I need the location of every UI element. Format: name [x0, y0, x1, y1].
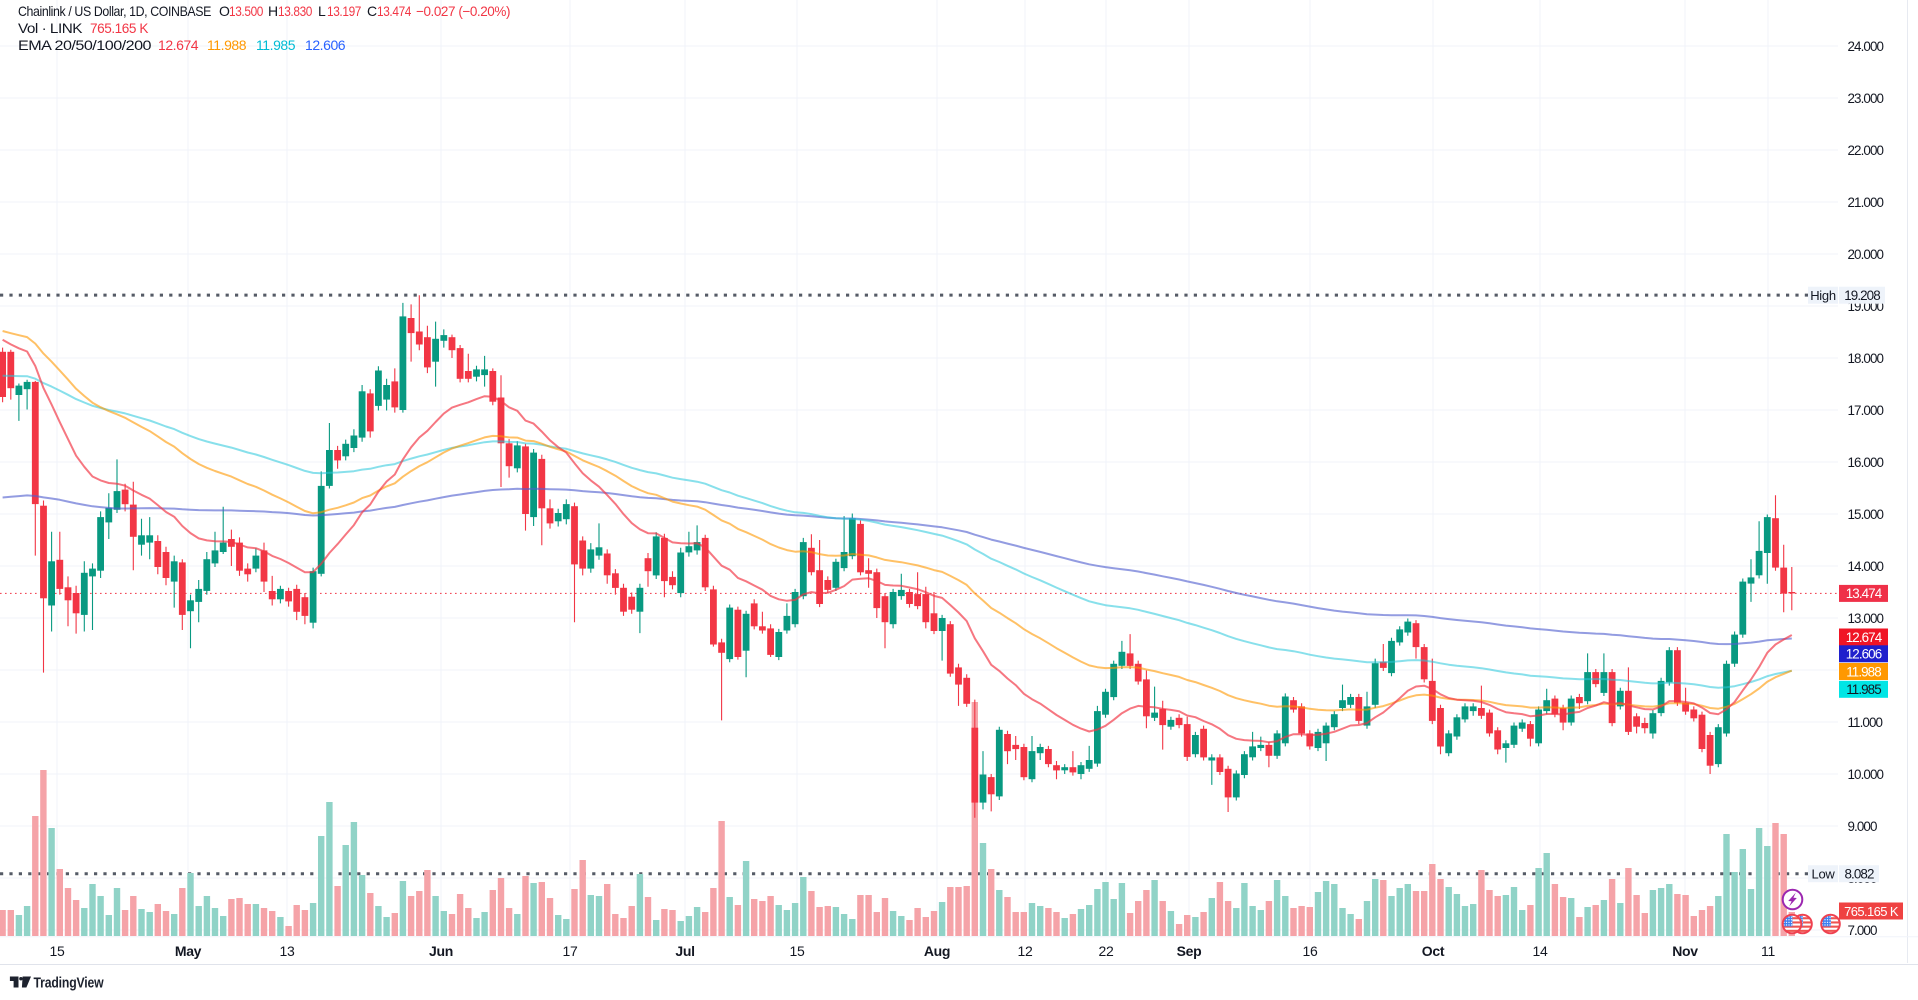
- svg-text:22.000: 22.000: [1848, 143, 1884, 158]
- svg-text:9.000: 9.000: [1848, 819, 1877, 834]
- svg-text:12.606: 12.606: [1846, 647, 1882, 662]
- svg-text:15: 15: [790, 943, 805, 959]
- svg-text:13.197: 13.197: [327, 3, 362, 19]
- svg-text:11.988: 11.988: [1846, 664, 1881, 679]
- svg-text:13.500: 13.500: [229, 3, 264, 19]
- svg-text:16: 16: [1303, 943, 1318, 959]
- svg-text:23.000: 23.000: [1848, 91, 1884, 106]
- svg-text:15: 15: [50, 943, 65, 959]
- svg-text:12: 12: [1018, 943, 1033, 959]
- svg-text:20.000: 20.000: [1848, 247, 1884, 262]
- svg-text:13: 13: [280, 943, 295, 959]
- svg-text:7.000: 7.000: [1848, 923, 1877, 938]
- svg-text:EMA 20/50/100/200: EMA 20/50/100/200: [18, 37, 152, 53]
- svg-text:11.985: 11.985: [256, 37, 296, 53]
- svg-text:H: H: [268, 3, 278, 19]
- svg-text:11.988: 11.988: [207, 37, 247, 53]
- svg-text:15.000: 15.000: [1848, 507, 1884, 522]
- svg-text:10.000: 10.000: [1848, 767, 1884, 782]
- svg-text:L: L: [318, 3, 326, 19]
- svg-text:Low: Low: [1812, 867, 1836, 882]
- svg-text:21.000: 21.000: [1848, 195, 1884, 210]
- svg-text:14: 14: [1533, 943, 1548, 959]
- svg-text:−0.027 (−0.20%): −0.027 (−0.20%): [416, 3, 510, 19]
- svg-text:TradingView: TradingView: [34, 975, 104, 992]
- svg-text:13.830: 13.830: [278, 3, 313, 19]
- svg-text:16.000: 16.000: [1848, 455, 1884, 470]
- svg-text:8.082: 8.082: [1844, 867, 1873, 882]
- svg-text:May: May: [175, 943, 202, 959]
- svg-text:13.474: 13.474: [1846, 586, 1883, 601]
- svg-text:17.000: 17.000: [1848, 403, 1884, 418]
- svg-text:Jul: Jul: [675, 943, 694, 959]
- svg-text:Vol · LINK: Vol · LINK: [18, 20, 83, 36]
- svg-text:14.000: 14.000: [1848, 559, 1884, 574]
- svg-text:12.606: 12.606: [305, 37, 346, 53]
- svg-text:High: High: [1810, 288, 1836, 303]
- svg-text:Aug: Aug: [924, 943, 950, 959]
- svg-text:11.985: 11.985: [1846, 682, 1881, 697]
- svg-text:Jun: Jun: [429, 943, 453, 959]
- svg-text:O: O: [219, 3, 230, 19]
- svg-text:Nov: Nov: [1672, 943, 1698, 959]
- svg-text:765.165 K: 765.165 K: [90, 20, 149, 36]
- svg-text:765.165 K: 765.165 K: [1844, 904, 1899, 919]
- svg-text:19.208: 19.208: [1844, 288, 1880, 303]
- svg-text:18.000: 18.000: [1848, 351, 1884, 366]
- svg-text:Oct: Oct: [1422, 943, 1445, 959]
- svg-text:11: 11: [1761, 943, 1775, 959]
- svg-text:C: C: [367, 3, 377, 19]
- svg-text:12.674: 12.674: [1846, 630, 1883, 645]
- svg-text:17: 17: [563, 943, 578, 959]
- svg-text:11.000: 11.000: [1848, 715, 1883, 730]
- svg-text:Chainlink / US Dollar, 1D, COI: Chainlink / US Dollar, 1D, COINBASE: [18, 3, 211, 19]
- svg-text:13.474: 13.474: [377, 3, 412, 19]
- svg-text:22: 22: [1099, 943, 1114, 959]
- svg-text:12.674: 12.674: [158, 37, 199, 53]
- svg-text:Sep: Sep: [1177, 943, 1202, 959]
- svg-text:13.000: 13.000: [1848, 611, 1884, 626]
- svg-text:24.000: 24.000: [1848, 39, 1884, 54]
